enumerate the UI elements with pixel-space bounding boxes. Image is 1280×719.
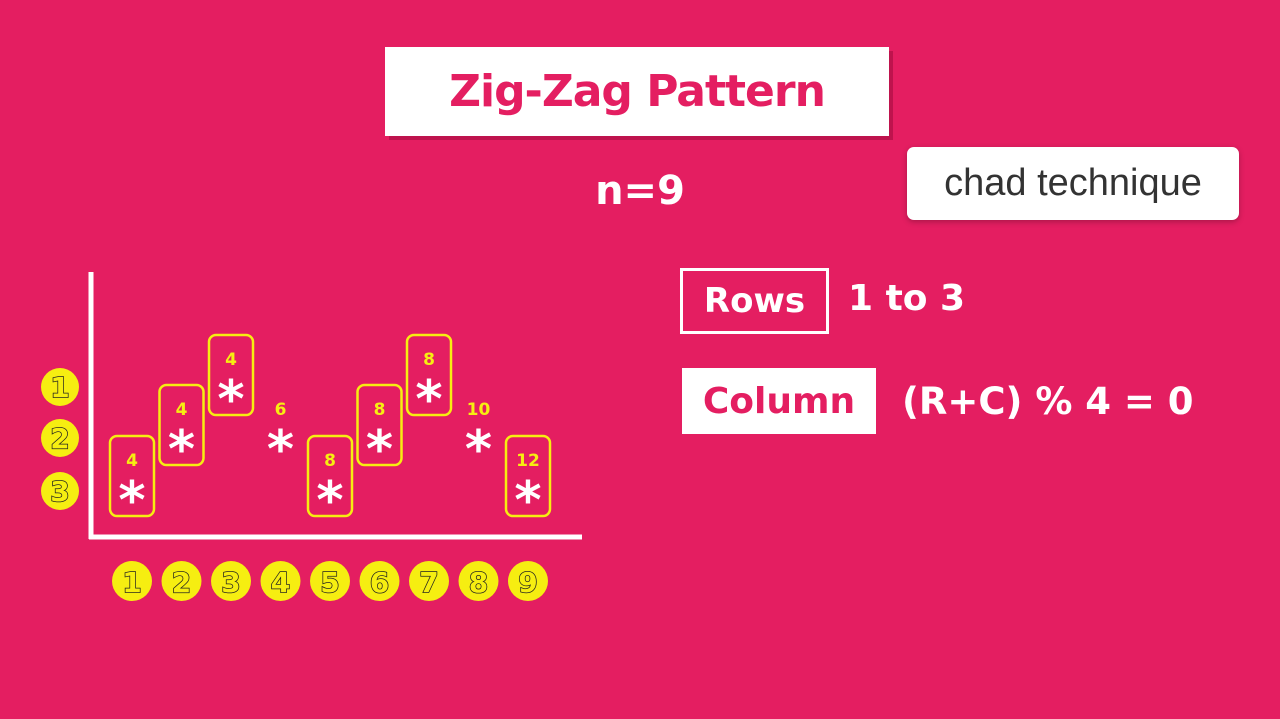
overlay-label: chad technique — [944, 162, 1202, 204]
column-label-circle — [508, 561, 548, 601]
column-label: 8 — [469, 566, 488, 599]
slide-title: Zig-Zag Pattern — [449, 66, 826, 117]
star-mark: * — [366, 420, 393, 480]
sum-label: 6 — [275, 400, 287, 420]
column-label-circle — [112, 561, 152, 601]
sum-label: 8 — [374, 400, 386, 420]
highlight-box — [356, 383, 403, 467]
column-label: 1 — [122, 566, 141, 599]
column-label: 6 — [370, 566, 389, 599]
column-label: 4 — [271, 566, 290, 599]
sum-label: 10 — [467, 400, 491, 420]
rows-box: Rows — [680, 268, 829, 334]
sum-label: 8 — [423, 350, 435, 370]
column-label: Column — [702, 380, 856, 422]
sum-label: 4 — [176, 400, 188, 420]
overlay-label-box: chad technique — [907, 147, 1239, 220]
rows-range: 1 to 3 — [848, 278, 966, 319]
sum-label: 4 — [126, 451, 138, 471]
highlight-box — [504, 434, 552, 518]
column-label: 2 — [172, 566, 191, 599]
row-label-circle — [41, 419, 79, 457]
rows-label: Rows — [703, 281, 806, 321]
star-mark: * — [118, 471, 145, 531]
n-label: n=9 — [595, 168, 685, 214]
column-label: 3 — [221, 566, 240, 599]
column-label-circle — [161, 561, 202, 601]
star-mark: * — [217, 370, 244, 430]
highlight-box — [108, 434, 156, 518]
highlight-box — [207, 333, 255, 417]
column-label: 5 — [320, 566, 339, 599]
star-mark: * — [316, 471, 343, 531]
column-label-circle — [359, 561, 400, 601]
column-label: 7 — [419, 566, 438, 599]
column-label-circle — [310, 561, 350, 601]
column-label-circle — [211, 561, 251, 601]
star-mark: * — [465, 420, 492, 480]
sum-label: 12 — [516, 451, 540, 471]
title-box: Zig-Zag Pattern — [385, 47, 889, 136]
star-mark: * — [514, 471, 541, 531]
row-label: 2 — [50, 422, 69, 455]
column-label-circle — [260, 561, 301, 601]
highlight-box — [306, 434, 354, 518]
column-label: 9 — [518, 566, 537, 599]
row-label-circle — [41, 472, 79, 510]
row-labels: 1 2 3 — [41, 368, 79, 510]
star-mark: * — [168, 420, 195, 480]
star-mark: * — [267, 420, 294, 480]
star-mark: * — [415, 370, 442, 430]
row-label: 1 — [50, 371, 69, 404]
column-label-circle — [409, 561, 449, 601]
star-marks: 4*4*4* 6* 8*8*8* 10* 12* — [108, 333, 552, 531]
row-label-circle — [41, 368, 79, 406]
column-box: Column — [682, 368, 876, 434]
highlight-box — [158, 383, 205, 467]
row-label: 3 — [50, 475, 69, 508]
highlight-box — [405, 333, 453, 417]
column-formula: (R+C) % 4 = 0 — [902, 380, 1194, 423]
sum-label: 8 — [324, 451, 336, 471]
sum-label: 4 — [225, 350, 237, 370]
column-label-circle — [458, 561, 499, 601]
